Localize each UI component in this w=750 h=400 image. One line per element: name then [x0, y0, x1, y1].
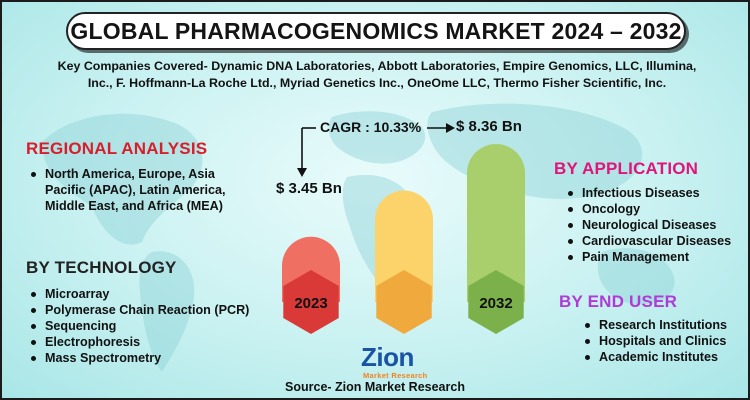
application-heading: BY APPLICATION	[554, 159, 699, 178]
bar-middle	[375, 190, 433, 302]
bar-2032	[467, 144, 525, 302]
list-item: Pain Management	[565, 249, 748, 265]
arrow-head-right	[446, 123, 455, 133]
cagr-annotation: CAGR : 10.33%	[320, 119, 422, 135]
list-item: Hospitals and Clinics	[582, 333, 747, 349]
list-item: Electrophoresis	[28, 334, 258, 350]
list-item: Microarray	[28, 286, 258, 302]
list-item: Sequencing	[28, 318, 258, 334]
end-user-heading: BY END USER	[559, 292, 678, 311]
list-item: Polymerase Chain Reaction (PCR)	[28, 302, 258, 318]
key-companies-line-2: Inc., F. Hoffmann-La Roche Ltd., Myriad …	[87, 76, 667, 90]
logo-word: Zion	[361, 342, 414, 372]
year-label-2032: 2032	[479, 295, 512, 312]
list-item: Neurological Diseases	[565, 217, 748, 233]
arrow-head-down	[297, 168, 307, 177]
technology-heading: BY TECHNOLOGY	[26, 258, 177, 277]
regional-list: North America, Europe, Asia Pacific (APA…	[28, 166, 258, 214]
source-note: Source- Zion Market Research	[285, 380, 465, 394]
list-item: Infectious Diseases	[565, 185, 748, 201]
hexagon-middle	[376, 270, 432, 334]
value-label-2032: $ 8.36 Bn	[456, 118, 522, 135]
list-item: Oncology	[565, 201, 748, 217]
value-label-2023: $ 3.45 Bn	[276, 180, 342, 197]
list-item: Cardiovascular Diseases	[565, 233, 748, 249]
page-title: GLOBAL PHARMACOGENOMICS MARKET 2024 – 20…	[66, 12, 686, 50]
zion-logo: Zion Market Research	[357, 342, 433, 380]
key-companies: Key Companies Covered- Dynamic DNA Labor…	[16, 58, 738, 92]
list-item: Academic Institutes	[582, 349, 747, 365]
list-item: Research Institutions	[582, 317, 747, 333]
hexagon-2023	[283, 270, 339, 334]
end-user-list: Research Institutions Hospitals and Clin…	[582, 317, 747, 365]
application-list: Infectious Diseases Oncology Neurologica…	[565, 185, 748, 265]
regional-analysis-heading: REGIONAL ANALYSIS	[26, 139, 208, 158]
list-item: Mass Spectrometry	[28, 350, 258, 366]
key-companies-line-1: Key Companies Covered- Dynamic DNA Labor…	[57, 59, 697, 73]
technology-list: Microarray Polymerase Chain Reaction (PC…	[28, 286, 258, 366]
logo-subtitle: Market Research	[363, 371, 428, 380]
year-label-2023: 2023	[294, 295, 327, 312]
hexagon-2032	[468, 270, 524, 334]
list-item: North America, Europe, Asia Pacific (APA…	[28, 166, 258, 214]
